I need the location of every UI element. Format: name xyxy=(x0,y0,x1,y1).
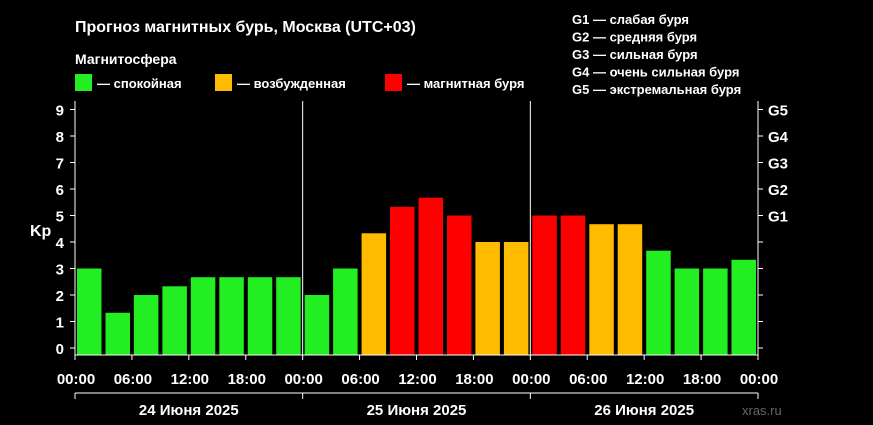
legend-swatch xyxy=(385,74,402,91)
y-tick-label: 1 xyxy=(56,315,64,332)
magnetosphere-legend: — спокойная — возбужденная — магнитная бур… xyxy=(75,74,524,91)
storm-legend-item: G2 — средняя буря xyxy=(572,30,697,45)
y-tick-label: 5 xyxy=(56,209,64,226)
kp-bar xyxy=(190,277,216,355)
kp-bar xyxy=(418,197,443,355)
kp-bar xyxy=(532,215,557,355)
kp-bar xyxy=(162,286,187,355)
kp-bar xyxy=(133,295,159,355)
g-tick-label: G2 xyxy=(768,182,788,199)
kp-bar xyxy=(674,268,700,355)
kp-bar xyxy=(77,268,102,355)
g-tick-label: G5 xyxy=(768,103,788,120)
kp-bar xyxy=(560,215,586,355)
y-tick-label: 7 xyxy=(56,156,64,173)
legend-label: — возбужденная xyxy=(237,76,346,91)
y-tick-label: 2 xyxy=(56,288,64,305)
legend-swatch xyxy=(215,74,232,91)
x-tick-label: 12:00 xyxy=(626,371,664,388)
kp-bar xyxy=(333,268,358,355)
legend-swatch xyxy=(75,74,92,91)
storm-legend-item: G4 — очень сильная буря xyxy=(572,65,739,80)
y-tick-label: 9 xyxy=(56,103,64,120)
kp-bar xyxy=(105,312,130,355)
x-tick-label: 00:00 xyxy=(284,371,322,388)
kp-bar xyxy=(247,277,273,355)
g-tick-label: G1 xyxy=(768,209,788,226)
y-tick-label: 3 xyxy=(56,262,64,279)
y-tick-label: 0 xyxy=(56,341,64,358)
legend-label: — магнитная буря xyxy=(407,76,524,91)
x-tick-label: 18:00 xyxy=(228,371,266,388)
x-tick-label: 12:00 xyxy=(398,371,436,388)
time-axis-ticks: 00:00 06:00 12:00 18:00 00:00 06:00 12:00 18:00… xyxy=(57,355,778,388)
kp-bar xyxy=(703,268,728,355)
kp-bar xyxy=(731,259,756,355)
x-tick-label: 00:00 xyxy=(57,371,95,388)
x-tick-label: 18:00 xyxy=(455,371,493,388)
kp-bar xyxy=(617,224,643,355)
kp-bar xyxy=(503,242,529,355)
kp-bar xyxy=(646,250,671,355)
storm-scale-legend: G1 — слабая буря G2 — средняя буря G3 — си… xyxy=(572,12,741,97)
chart-subtitle: Магнитосфера xyxy=(75,51,177,67)
day-label: 25 Июня 2025 xyxy=(367,402,467,419)
day-labels: 24 Июня 2025 25 Июня 2025 26 Июня 2025 xyxy=(74,392,759,419)
chart-title: Прогноз магнитных бурь, Москва (UTC+03) xyxy=(75,19,416,36)
x-tick-label: 06:00 xyxy=(114,371,152,388)
x-tick-label: 06:00 xyxy=(569,371,607,388)
g-scale-axis-ticks: G1 G2 G3 G4 G5 xyxy=(758,103,789,349)
kp-bar xyxy=(219,277,244,355)
x-tick-label: 06:00 xyxy=(341,371,379,388)
kp-bar xyxy=(447,215,472,355)
storm-legend-item: G1 — слабая буря xyxy=(572,12,689,27)
y-tick-label: 6 xyxy=(56,182,64,199)
day-label: 26 Июня 2025 xyxy=(594,402,694,419)
watermark: xras.ru xyxy=(742,403,782,418)
x-tick-label: 00:00 xyxy=(740,371,778,388)
kp-bar xyxy=(589,224,614,355)
y-axis-label: Kp xyxy=(30,223,52,240)
kp-bar xyxy=(475,242,500,355)
legend-label: — спокойная xyxy=(97,76,182,91)
kp-bar xyxy=(304,295,330,355)
g-tick-label: G4 xyxy=(768,129,789,146)
storm-legend-item: G5 — экстремальная буря xyxy=(572,82,741,97)
x-tick-label: 12:00 xyxy=(171,371,209,388)
day-label: 24 Июня 2025 xyxy=(139,402,239,419)
y-tick-label: 4 xyxy=(56,235,65,252)
kp-bar xyxy=(276,277,301,355)
x-tick-label: 00:00 xyxy=(512,371,550,388)
x-tick-label: 18:00 xyxy=(683,371,721,388)
y-tick-label: 8 xyxy=(56,129,64,146)
kp-bar xyxy=(390,206,415,355)
kp-bars xyxy=(77,197,756,355)
g-tick-label: G3 xyxy=(768,156,788,173)
kp-bar xyxy=(361,233,387,355)
storm-legend-item: G3 — сильная буря xyxy=(572,47,698,62)
kp-axis-ticks: 0 1 2 3 4 5 6 7 8 9 xyxy=(56,103,75,358)
